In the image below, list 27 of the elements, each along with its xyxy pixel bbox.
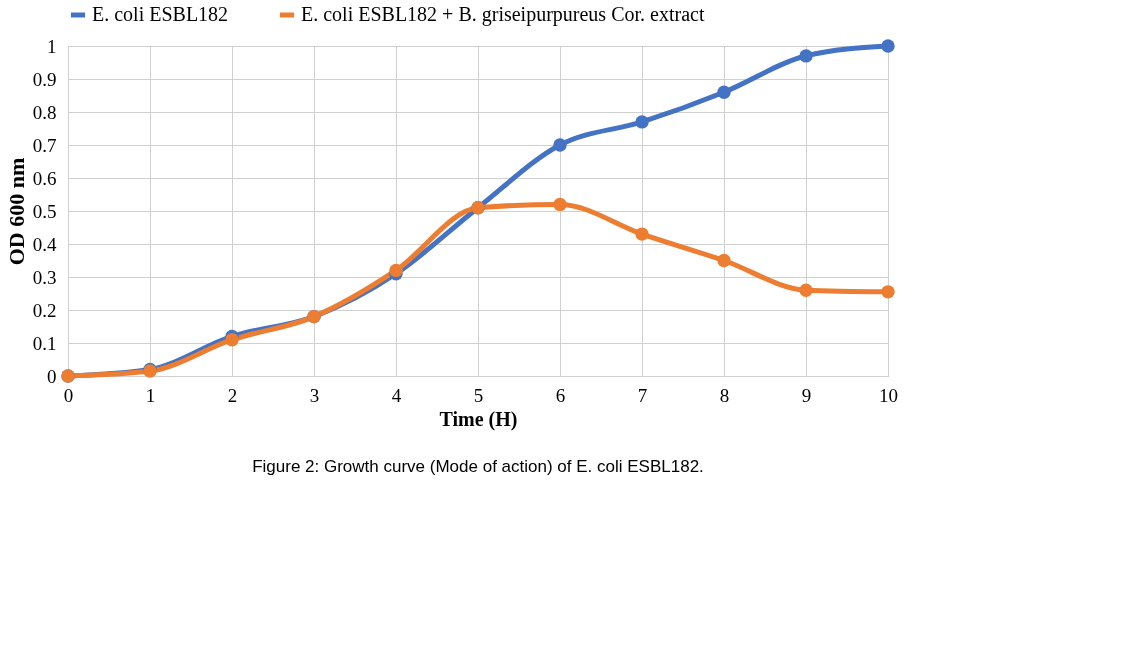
y-tick-label: 0.6 <box>32 167 57 189</box>
y-tick-label: 0.7 <box>32 134 57 156</box>
y-tick-label: 0.3 <box>32 266 57 288</box>
y-tick-label: 0.9 <box>32 68 57 90</box>
x-tick-label: 5 <box>473 384 484 406</box>
y-tick-label: 1 <box>47 35 57 57</box>
x-tick-label: 8 <box>719 384 730 406</box>
y-tick-label: 0.4 <box>32 233 57 255</box>
x-tick-label: 9 <box>801 384 812 406</box>
x-tick-label: 7 <box>637 384 648 406</box>
x-tick-label: 2 <box>227 384 238 406</box>
y-tick-label: 0.5 <box>32 200 57 222</box>
x-tick-label: 6 <box>555 384 566 406</box>
y-tick-label: 0.1 <box>32 332 57 354</box>
x-axis-title: Time (H) <box>439 407 518 431</box>
legend-label: E. coli ESBL182 + B. griseipurpureus Cor. extract <box>301 3 705 26</box>
x-tick-label: 1 <box>145 384 156 406</box>
x-tick-label: 10 <box>879 384 898 406</box>
y-tick-label: 0.2 <box>32 299 57 321</box>
x-tick-label: 0 <box>63 384 74 406</box>
x-tick-label: 4 <box>391 384 402 406</box>
y-axis-title: OD 600 nm <box>3 157 29 266</box>
caption: Figure 2: Growth curve (Mode of action) of E. coli ESBL182. <box>252 457 704 476</box>
y-tick-label: 0 <box>47 365 57 387</box>
y-tick-label: 0.8 <box>32 101 57 123</box>
x-tick-label: 3 <box>309 384 320 406</box>
legend-label: E. coli ESBL182 <box>92 3 229 25</box>
